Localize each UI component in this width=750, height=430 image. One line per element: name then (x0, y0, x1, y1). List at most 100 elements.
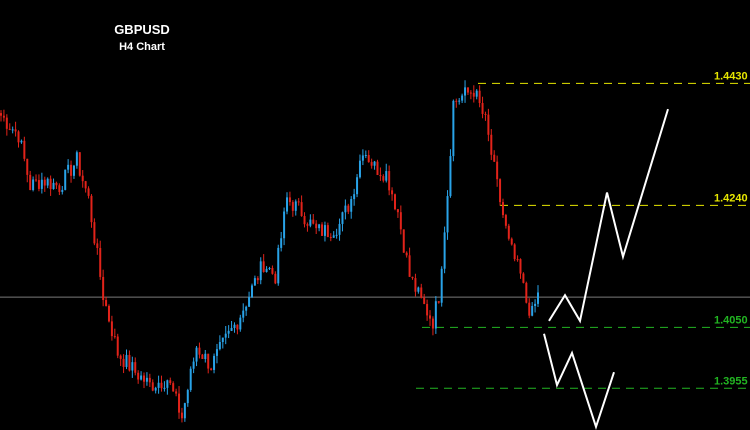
candle-body (119, 355, 122, 359)
level-label-1.4050: 1.4050 (714, 314, 748, 326)
level-label-1.4430: 1.4430 (714, 70, 748, 82)
candle (280, 231, 283, 252)
candle-body (166, 380, 169, 388)
candle (55, 181, 58, 190)
candle (291, 200, 294, 217)
candle-body (373, 161, 376, 166)
candle-body (253, 278, 256, 286)
candle (525, 281, 528, 304)
candle-body (312, 219, 315, 224)
candle (402, 229, 405, 253)
candle-body (52, 182, 55, 190)
candle (277, 244, 280, 286)
candle-body (0, 113, 2, 116)
candle (90, 194, 93, 228)
candle (230, 320, 233, 332)
candle (309, 214, 312, 228)
candle (11, 126, 14, 134)
candle (408, 247, 411, 277)
candle (102, 269, 105, 307)
candle (379, 167, 382, 181)
candle (405, 251, 408, 258)
candle (131, 356, 134, 378)
candle-body (35, 179, 38, 181)
candle (458, 97, 461, 105)
candle-body (405, 252, 408, 256)
candle (245, 305, 248, 316)
candle (283, 207, 286, 246)
candle-body (143, 375, 146, 382)
candle-body (288, 197, 291, 203)
candle (472, 85, 475, 103)
candle-body (116, 336, 119, 356)
candle-body (309, 219, 312, 226)
candle (253, 275, 256, 286)
candle-body (534, 303, 537, 306)
candle-body (466, 87, 469, 93)
candle (195, 345, 198, 367)
candle (353, 188, 356, 206)
candle (178, 386, 181, 419)
candle (140, 371, 143, 381)
candle-body (455, 100, 458, 102)
candle-body (107, 305, 110, 322)
candle-body (5, 117, 8, 129)
candle (35, 174, 38, 182)
candle (204, 350, 207, 363)
candle-body (303, 216, 306, 225)
candle (431, 316, 434, 336)
candle-body (469, 92, 472, 94)
candle-body (70, 164, 73, 176)
candle (516, 255, 519, 262)
candle (367, 150, 370, 163)
candle-body (510, 238, 513, 245)
candle-body (294, 201, 297, 211)
candle-body (11, 129, 14, 131)
candle-body (504, 215, 507, 226)
candle (391, 187, 394, 201)
candle (286, 192, 289, 215)
candle-body (393, 194, 396, 210)
candle (125, 349, 128, 370)
candle (385, 163, 388, 183)
candle (318, 223, 321, 232)
candle-body (399, 212, 402, 230)
candle-body (248, 297, 251, 307)
candle (455, 98, 458, 108)
candle-body (113, 336, 116, 338)
candle (93, 218, 96, 246)
candle-body (522, 273, 525, 283)
candle (189, 366, 192, 392)
projection-bearish (543, 333, 615, 430)
candle (496, 155, 499, 187)
candle (37, 174, 40, 192)
candle (504, 213, 507, 229)
candle-body (37, 180, 40, 189)
candle-body (49, 178, 52, 190)
candle (323, 221, 326, 242)
candle-body (501, 202, 504, 216)
candle-body (163, 387, 166, 389)
candle (105, 296, 108, 307)
candle (493, 150, 496, 163)
candle (274, 271, 277, 285)
candle (116, 333, 119, 359)
candle-body (227, 330, 230, 334)
candle (356, 174, 359, 198)
candle-body (140, 375, 143, 380)
candle-body (55, 182, 58, 186)
candle (449, 149, 452, 198)
candle-body (46, 178, 49, 186)
candle (151, 379, 154, 392)
candle-body (537, 292, 539, 304)
candle-body (230, 328, 233, 331)
candle-body (96, 243, 99, 248)
candle (262, 254, 265, 273)
candle-body (256, 278, 259, 281)
candle-body (326, 225, 329, 237)
candle (452, 99, 455, 162)
candle (242, 303, 245, 323)
candle-body (110, 321, 113, 337)
candle-body (531, 305, 534, 316)
candle-body (29, 174, 32, 190)
